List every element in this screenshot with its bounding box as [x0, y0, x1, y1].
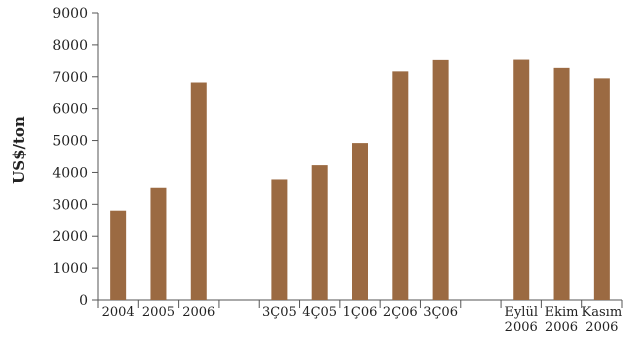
y-tick-label: 5000	[52, 134, 88, 150]
category-labels: 2004 2005 2006 3Ç05 4Ç05 1Ç06 2Ç06 3Ç06 Eylül200…	[102, 305, 623, 335]
bar	[311, 165, 328, 300]
x-tick-label: 2005	[142, 305, 175, 320]
x-tick-label: 3Ç05	[262, 305, 297, 320]
y-axis: 0 1000 2000 3000 4000 5000 6000 7000 8000 9000	[52, 6, 99, 309]
y-tick-label: 6000	[52, 102, 88, 118]
y-tick-label: 0	[79, 293, 88, 309]
x-tick-label: Eylül	[504, 305, 538, 320]
x-tick-label: Kasım	[582, 305, 623, 320]
bar	[150, 187, 167, 300]
bar	[190, 82, 207, 300]
y-tick-label: 8000	[52, 38, 88, 54]
bar	[352, 143, 368, 300]
x-tick-label: 2006	[182, 305, 215, 320]
y-tick-label: 4000	[52, 165, 88, 181]
x-tick-label: 4Ç05	[302, 305, 337, 320]
x-tick-label: Ekim	[545, 305, 579, 320]
bar	[432, 59, 449, 301]
x-tick-label: 3Ç06	[423, 305, 458, 320]
bar	[553, 67, 570, 300]
bar	[271, 179, 288, 300]
bars	[110, 59, 610, 301]
y-tick-label: 3000	[52, 197, 88, 213]
bar	[392, 71, 409, 301]
x-tick-label: 2004	[102, 305, 135, 320]
bar	[593, 78, 610, 300]
bar	[513, 59, 530, 301]
y-tick-label: 9000	[52, 6, 88, 22]
x-tick-label: 2006	[505, 320, 538, 335]
y-tick-label: 2000	[52, 229, 88, 245]
x-tick-label: 1Ç06	[343, 305, 378, 320]
x-tick-label: 2Ç06	[383, 305, 418, 320]
y-tick-label: 7000	[52, 70, 88, 86]
bar	[110, 210, 127, 300]
x-tick-label: 2006	[585, 320, 618, 335]
y-axis-title: US$/ton	[10, 116, 28, 184]
y-tick-label: 1000	[52, 261, 88, 277]
x-tick-label: 2006	[545, 320, 578, 335]
